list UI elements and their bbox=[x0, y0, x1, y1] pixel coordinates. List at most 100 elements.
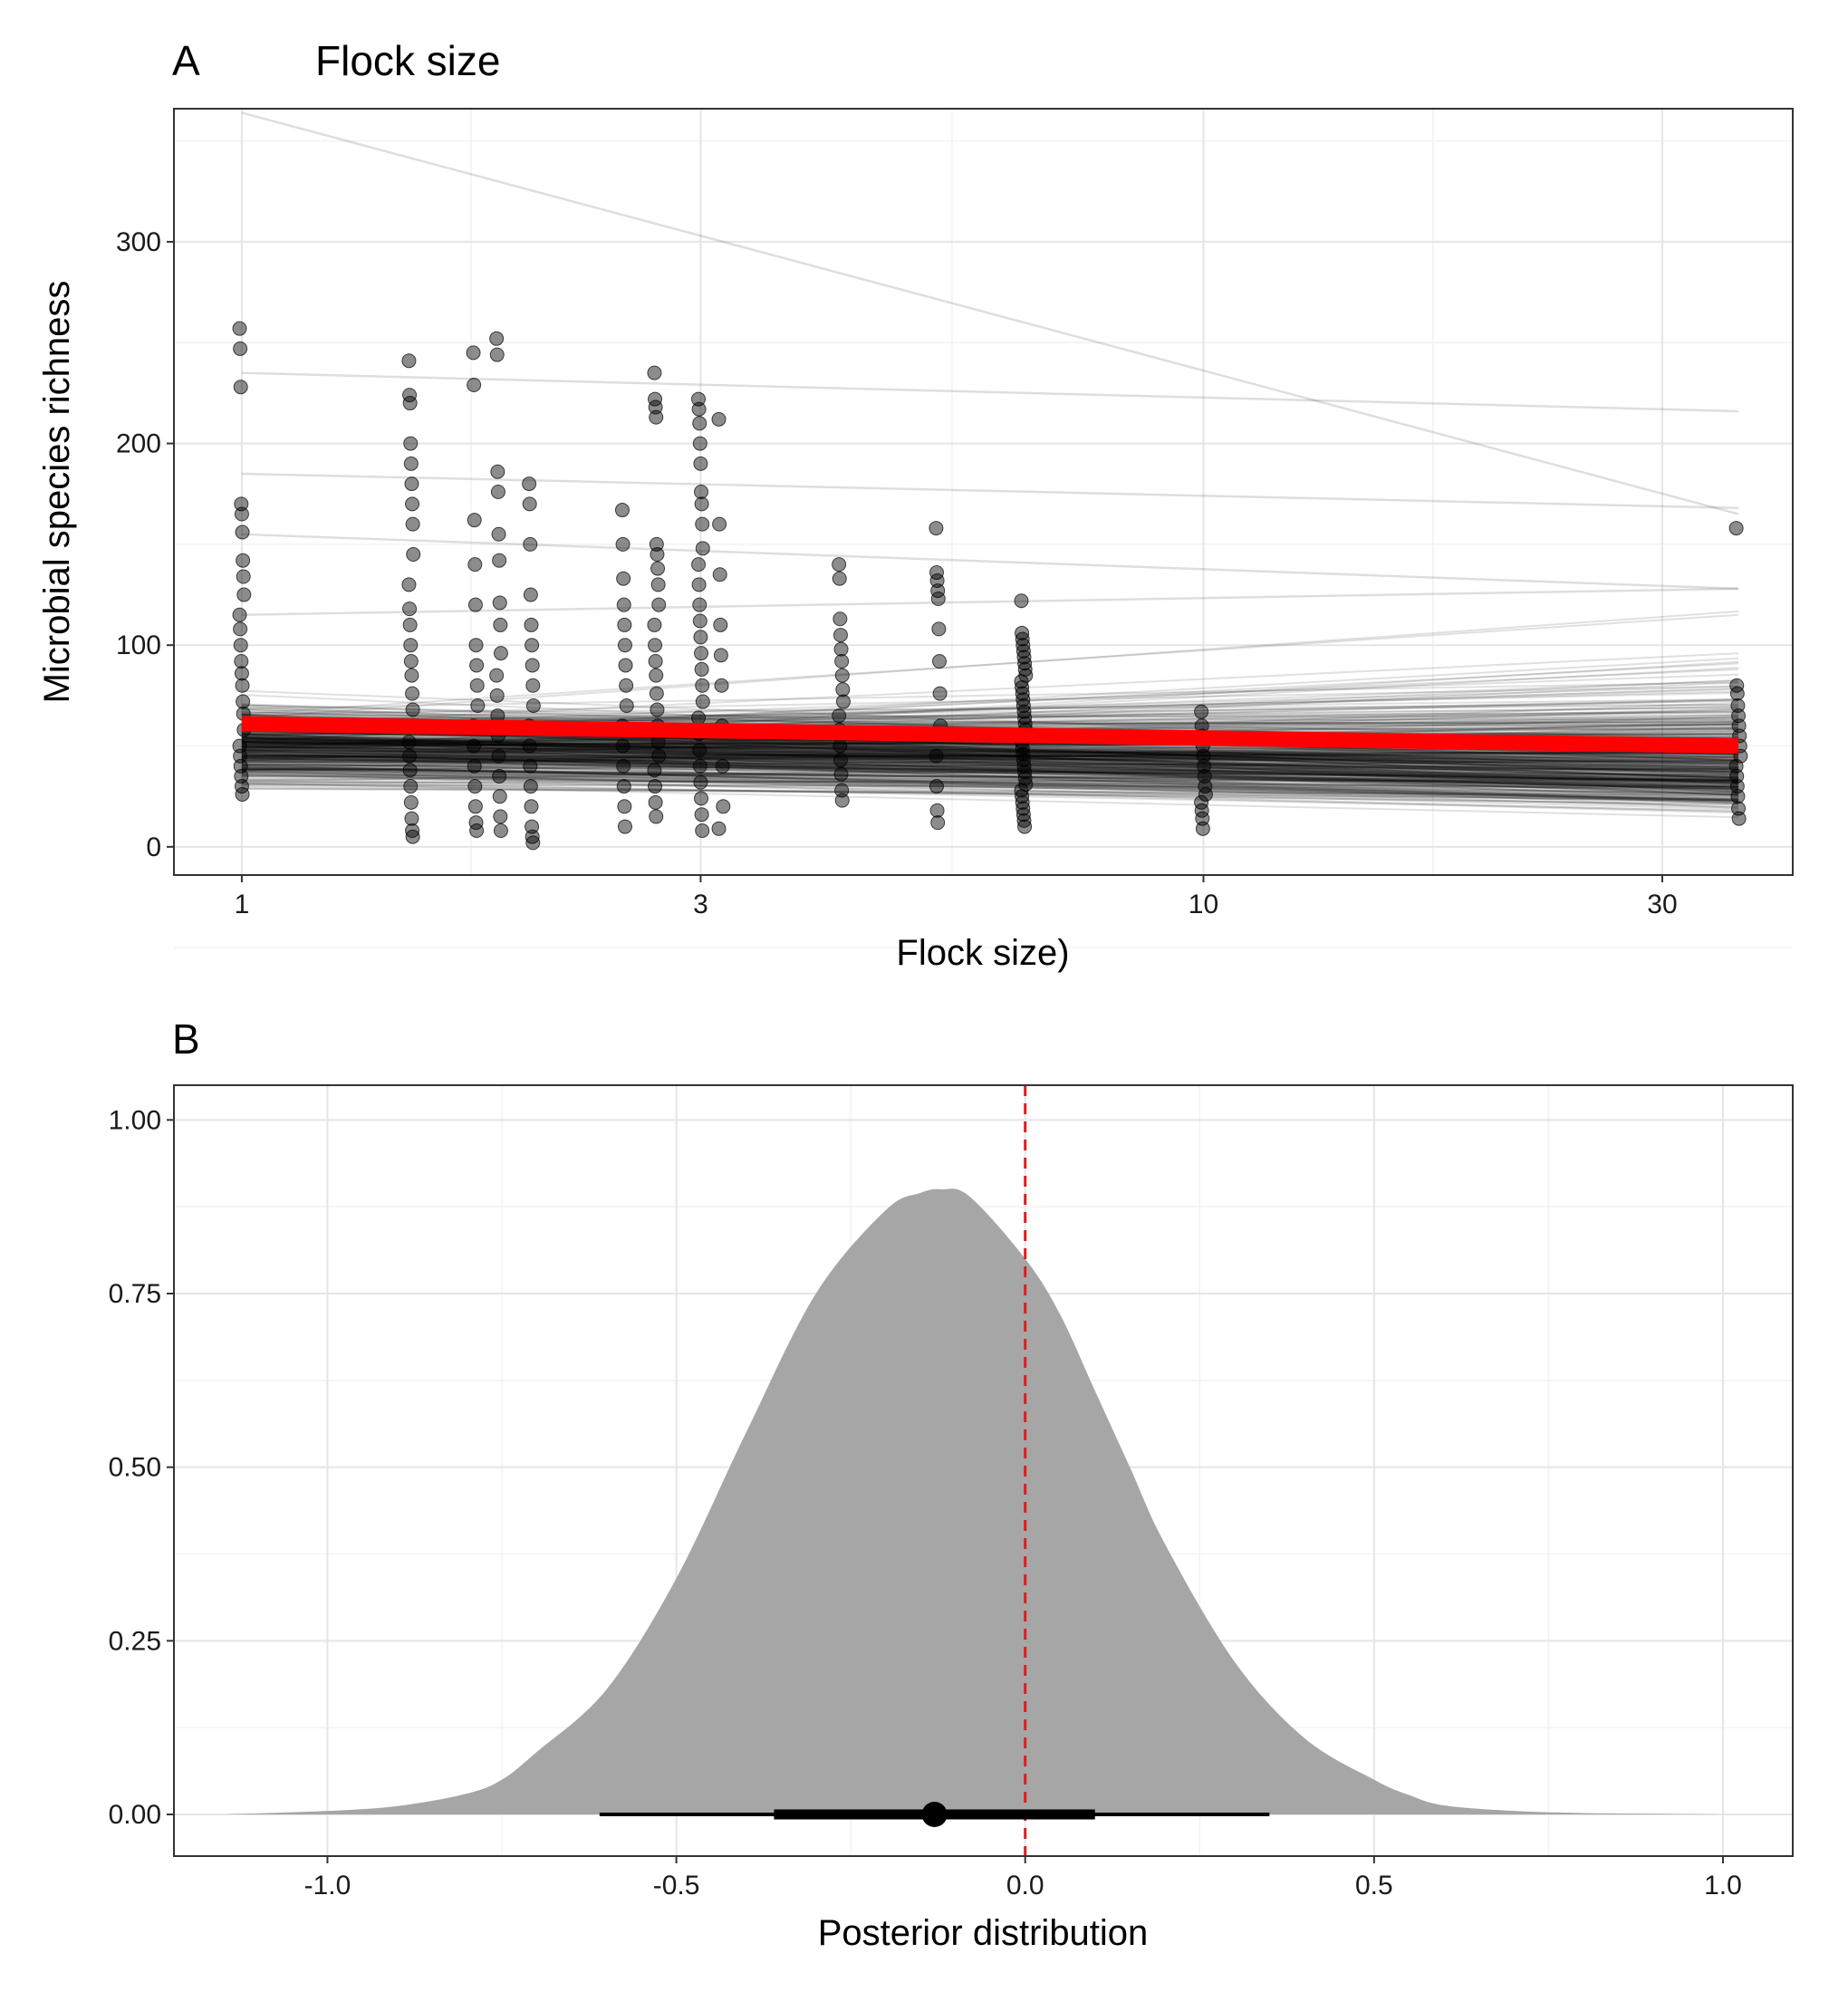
posterior-draw-line bbox=[241, 752, 1739, 759]
posterior-draw-line bbox=[241, 755, 1739, 780]
posterior-draw-line bbox=[241, 741, 1739, 779]
posterior-draw-line bbox=[241, 736, 1739, 765]
posterior-draw-line bbox=[241, 778, 1739, 788]
panel-a-mean-fit bbox=[241, 716, 1739, 755]
posterior-draw-line bbox=[241, 610, 1739, 719]
data-point bbox=[404, 476, 419, 492]
data-point bbox=[1730, 789, 1746, 804]
posterior-draw-line bbox=[241, 736, 1739, 782]
data-point bbox=[616, 758, 631, 774]
posterior-draw-line bbox=[241, 755, 1739, 802]
posterior-draw-line bbox=[241, 748, 1739, 765]
posterior-draw-line bbox=[241, 751, 1739, 775]
posterior-draw-line bbox=[241, 784, 1739, 787]
posterior-draw-line bbox=[241, 747, 1739, 752]
y-tick-label: 300 bbox=[116, 227, 161, 257]
posterior-draw-line bbox=[241, 754, 1739, 797]
posterior-draw-line bbox=[241, 745, 1739, 774]
data-point bbox=[493, 646, 508, 661]
data-point bbox=[1015, 679, 1030, 695]
posterior-draw-line bbox=[241, 737, 1739, 796]
data-point bbox=[648, 638, 663, 653]
data-point bbox=[234, 506, 249, 522]
x-tick-label: 0.0 bbox=[1006, 1871, 1044, 1900]
posterior-draw-line bbox=[241, 717, 1739, 726]
data-point bbox=[619, 678, 634, 693]
panel-a-frame bbox=[173, 108, 1794, 876]
data-point bbox=[649, 668, 664, 683]
posterior-draw-line bbox=[241, 736, 1739, 772]
posterior-draw-line bbox=[241, 749, 1739, 764]
data-point bbox=[695, 694, 710, 709]
posterior-draw-line bbox=[241, 766, 1739, 786]
data-point bbox=[492, 789, 507, 804]
data-point bbox=[236, 694, 251, 709]
data-point bbox=[834, 668, 850, 683]
data-point bbox=[616, 779, 631, 794]
data-point bbox=[616, 571, 631, 586]
posterior-draw-line bbox=[241, 773, 1739, 781]
data-point bbox=[234, 768, 249, 784]
y-tick-label: 200 bbox=[116, 429, 161, 459]
data-point bbox=[712, 516, 727, 532]
posterior-draw-line bbox=[241, 742, 1739, 783]
data-point bbox=[522, 738, 537, 754]
posterior-draw-line bbox=[241, 764, 1739, 802]
data-point bbox=[470, 698, 486, 713]
posterior-draw-line bbox=[241, 771, 1739, 776]
posterior-draw-line bbox=[241, 754, 1739, 777]
data-point bbox=[490, 464, 505, 479]
data-point bbox=[649, 409, 664, 425]
posterior-draw-line bbox=[241, 760, 1739, 771]
posterior-draw-line bbox=[241, 751, 1739, 765]
data-point bbox=[1731, 708, 1747, 724]
data-point bbox=[1017, 765, 1033, 780]
panel-b-point-interval bbox=[599, 1802, 1270, 1827]
data-point bbox=[1014, 674, 1029, 689]
posterior-draw-line bbox=[241, 732, 1739, 793]
posterior-draw-line bbox=[241, 733, 1739, 779]
posterior-draw-line bbox=[241, 770, 1739, 808]
data-point bbox=[694, 661, 709, 677]
posterior-draw-line bbox=[241, 742, 1739, 754]
data-point bbox=[835, 682, 851, 698]
posterior-draw-line bbox=[241, 778, 1739, 784]
data-point bbox=[1015, 753, 1031, 768]
posterior-draw-line bbox=[241, 767, 1739, 784]
posterior-draw-line bbox=[241, 743, 1739, 768]
posterior-draw-line bbox=[241, 720, 1739, 771]
posterior-draw-line bbox=[241, 753, 1739, 788]
x-tick-label: 1 bbox=[235, 890, 250, 919]
data-point bbox=[402, 748, 418, 764]
posterior-draw-line bbox=[241, 750, 1739, 791]
mean-fit-line bbox=[241, 716, 1739, 755]
data-point bbox=[694, 807, 709, 823]
data-point bbox=[712, 567, 727, 582]
point-estimate bbox=[921, 1802, 948, 1827]
data-point bbox=[618, 658, 633, 673]
posterior-draw-line bbox=[241, 753, 1739, 791]
data-point bbox=[234, 779, 249, 794]
posterior-draw-line bbox=[241, 748, 1739, 755]
data-point bbox=[1015, 625, 1030, 640]
posterior-draw-line bbox=[241, 748, 1739, 784]
posterior-draw-line bbox=[241, 733, 1739, 780]
posterior-draw-line bbox=[241, 736, 1739, 796]
posterior-draw-line bbox=[241, 736, 1739, 779]
posterior-draw-line bbox=[241, 681, 1739, 754]
posterior-draw-line bbox=[241, 740, 1739, 771]
posterior-draw-line bbox=[241, 768, 1739, 803]
posterior-draw-line bbox=[241, 746, 1739, 805]
posterior-draw-line bbox=[241, 613, 1739, 716]
data-point bbox=[234, 654, 249, 669]
data-point bbox=[235, 678, 250, 693]
posterior-draw-line bbox=[241, 729, 1739, 775]
posterior-draw-line bbox=[241, 746, 1739, 755]
posterior-draw-line bbox=[241, 754, 1739, 758]
data-point bbox=[1198, 786, 1213, 802]
posterior-draw-line bbox=[241, 764, 1739, 781]
data-point bbox=[402, 396, 418, 411]
panel-a-posterior-lines bbox=[241, 111, 1739, 819]
panel-a-tag: A bbox=[172, 37, 200, 84]
data-point bbox=[469, 658, 485, 673]
